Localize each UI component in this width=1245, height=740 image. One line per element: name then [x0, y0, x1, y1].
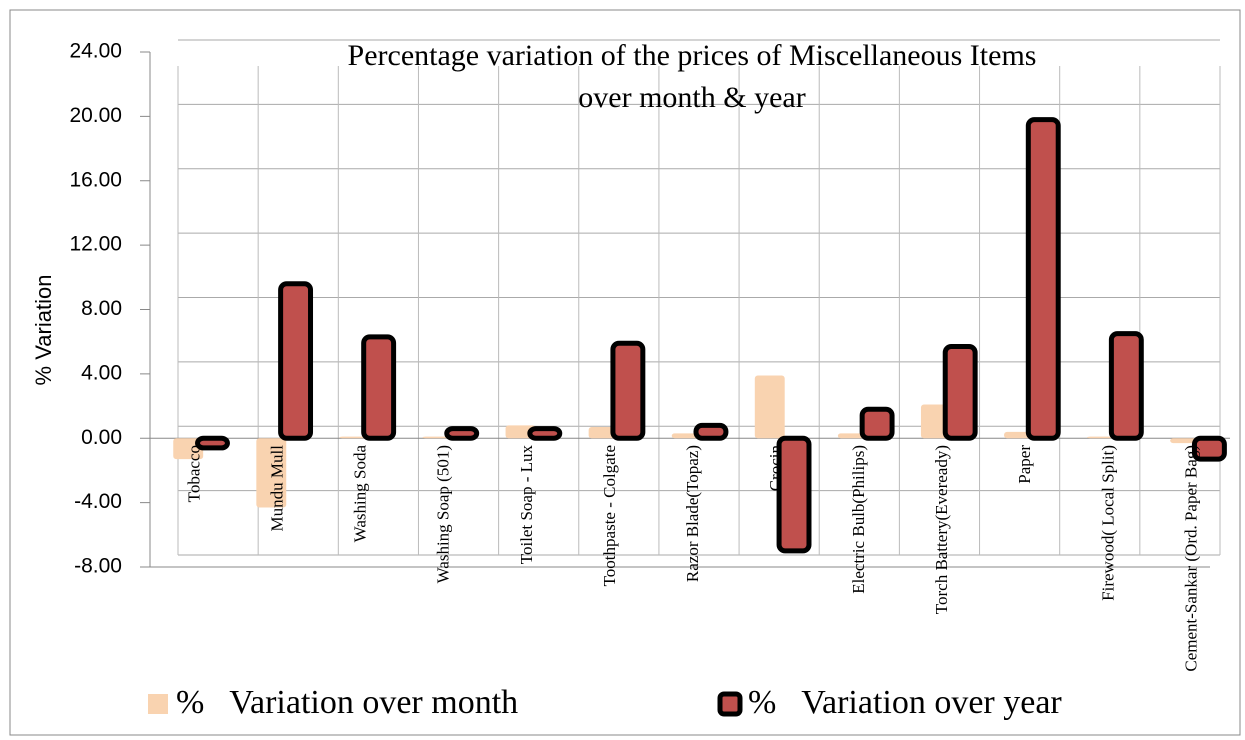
- x-tick-label: Washing Soda: [351, 445, 370, 543]
- bar: [361, 334, 397, 441]
- bar: [256, 438, 287, 508]
- y-tick-label: 20.00: [69, 104, 122, 127]
- bar: [527, 426, 563, 441]
- x-tick-label: Cement-Sankar (Ord. Paper Bag): [1181, 445, 1200, 672]
- x-tick-label: Washing Soap (501): [434, 445, 453, 583]
- x-tick-label: Tobacco: [184, 445, 203, 502]
- x-tick-label: Paper: [1015, 445, 1034, 484]
- x-tick-label: Toilet Soap - Lux: [517, 445, 536, 565]
- bar: [1087, 436, 1118, 439]
- y-axis-label: % Variation: [31, 275, 56, 386]
- bar: [776, 435, 812, 554]
- bar: [444, 426, 480, 441]
- bar: [693, 422, 729, 441]
- x-tick-label: Razor Blade(Topaz): [683, 445, 702, 582]
- bar: [1191, 435, 1227, 462]
- chart-border: [9, 9, 1241, 736]
- legend-label: % Variation over month: [176, 684, 518, 721]
- y-tick-label: -8.00: [74, 555, 122, 578]
- x-tick-label: Torch Battery(Eveready): [932, 445, 951, 614]
- x-tick-label: Firewood( Local Split): [1098, 445, 1117, 601]
- legend-swatch: [717, 691, 743, 717]
- bar: [754, 375, 785, 439]
- bar: [1025, 117, 1061, 441]
- chart-title: Percentage variation of the prices of Mi…: [348, 39, 1037, 72]
- y-tick-label: -4.00: [74, 490, 122, 513]
- chart-title: over month & year: [578, 81, 805, 114]
- bar: [195, 435, 230, 451]
- x-tick-label: Electric Bulb(Philips): [849, 445, 868, 594]
- legend-label: % Variation over year: [748, 684, 1062, 721]
- y-tick-label: 12.00: [69, 233, 122, 256]
- bar: [339, 436, 370, 439]
- bars: [173, 117, 1227, 554]
- y-tick-label: 16.00: [69, 168, 122, 191]
- bar: [278, 281, 314, 441]
- bar: [942, 344, 978, 441]
- bar: [422, 436, 453, 439]
- bar: [610, 340, 646, 441]
- legend-swatch: [148, 694, 168, 714]
- x-tick-label: Mundu Mull: [268, 445, 287, 532]
- y-tick-label: 8.00: [81, 297, 122, 320]
- y-tick-label: 24.00: [69, 40, 122, 63]
- bar: [859, 406, 895, 441]
- y-tick-label: 0.00: [81, 426, 122, 449]
- y-tick-label: 4.00: [81, 361, 122, 384]
- x-tick-label: Crocin: [766, 445, 785, 492]
- x-tick-label: Toothpaste - Colgate: [600, 445, 619, 586]
- bar: [1108, 331, 1144, 441]
